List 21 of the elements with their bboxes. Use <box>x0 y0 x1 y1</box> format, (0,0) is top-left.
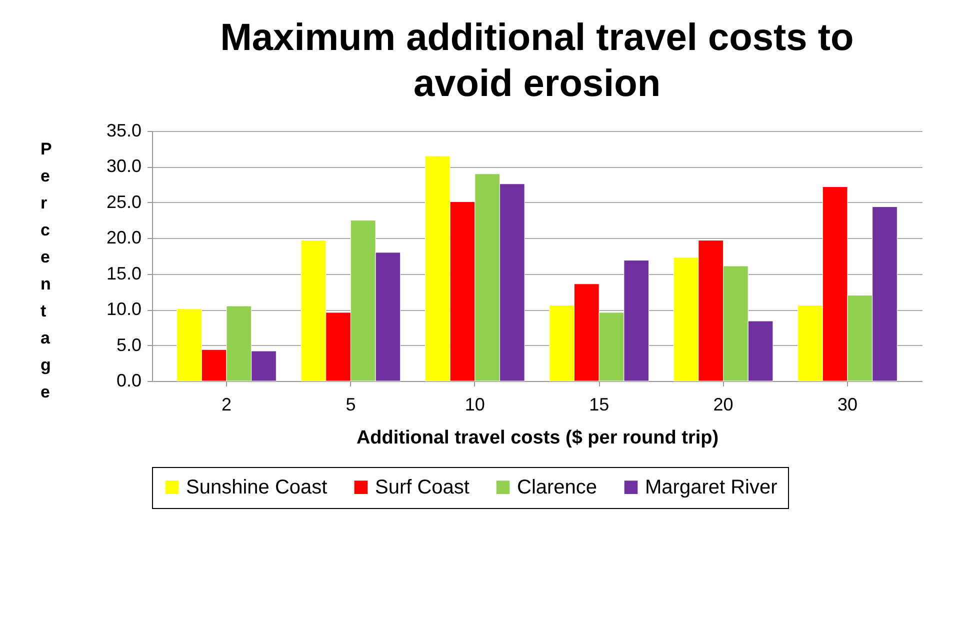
x-tick-label: 2 <box>222 394 232 414</box>
x-tick-label: 30 <box>837 394 858 414</box>
y-tick-label: 0.0 <box>116 370 142 390</box>
x-tick-label: 5 <box>346 394 356 414</box>
y-tick-label: 15.0 <box>106 263 142 284</box>
legend-label: Margaret River <box>645 476 778 498</box>
y-tick-label: 25.0 <box>106 192 142 212</box>
y-tick-label: 5.0 <box>116 334 142 355</box>
text: Percentage <box>40 140 52 402</box>
x-tick-label: 15 <box>589 394 610 414</box>
x-tick-label: 10 <box>464 394 485 414</box>
legend-label: Clarence <box>517 476 598 498</box>
y-tick-label: 30.0 <box>106 156 142 176</box>
x-axis-title: Additional travel costs ($ per round trip) <box>356 428 719 448</box>
legend-label: Sunshine Coast <box>186 476 328 498</box>
y-tick-label: 20.0 <box>106 228 142 248</box>
y-tick-label: 35.0 <box>106 120 142 140</box>
legend-label: Surf Coast <box>375 476 470 498</box>
y-tick-label: 10.0 <box>106 299 142 320</box>
x-tick-label: 20 <box>713 394 734 414</box>
chart-title: Maximum additional travel costs to avoid erosion <box>220 17 854 105</box>
